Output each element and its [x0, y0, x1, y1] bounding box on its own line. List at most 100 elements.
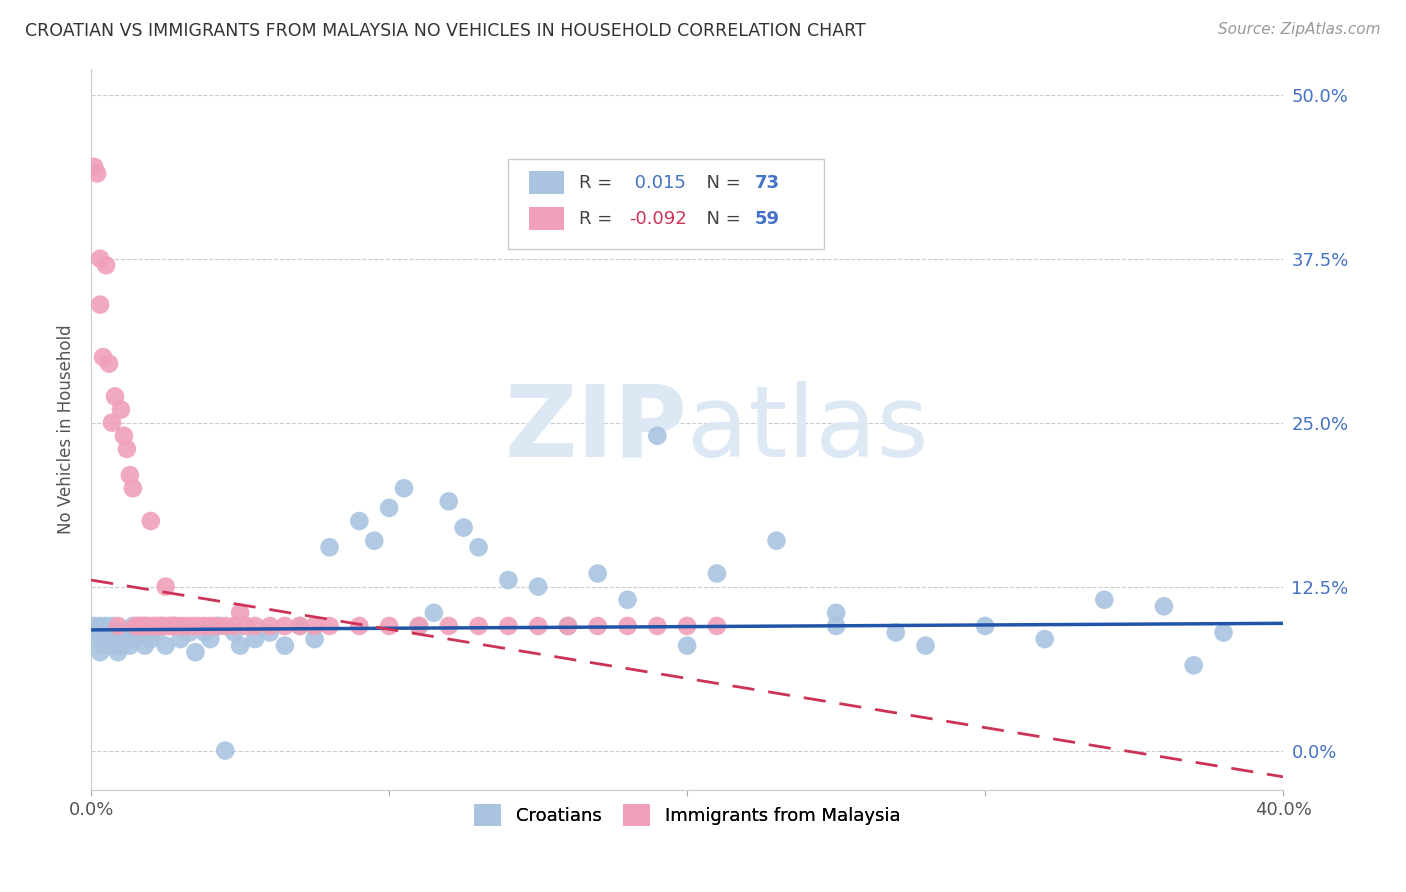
- Point: [169, 619, 191, 633]
- Point: [259, 619, 281, 633]
- Point: [318, 541, 340, 555]
- Point: [676, 639, 699, 653]
- Point: [91, 625, 114, 640]
- Point: [974, 619, 997, 633]
- Point: [94, 632, 117, 646]
- Point: [557, 619, 579, 633]
- Point: [89, 297, 111, 311]
- Point: [136, 619, 159, 633]
- Point: [107, 619, 129, 633]
- Point: [134, 639, 156, 653]
- Bar: [529, 171, 564, 194]
- Text: CROATIAN VS IMMIGRANTS FROM MALAYSIA NO VEHICLES IN HOUSEHOLD CORRELATION CHART: CROATIAN VS IMMIGRANTS FROM MALAYSIA NO …: [25, 22, 866, 40]
- Point: [437, 494, 460, 508]
- Legend: Croatians, Immigrants from Malaysia: Croatians, Immigrants from Malaysia: [465, 795, 910, 835]
- Point: [94, 258, 117, 272]
- Point: [1033, 632, 1056, 646]
- Point: [1153, 599, 1175, 614]
- Point: [152, 619, 174, 633]
- Point: [149, 619, 172, 633]
- Point: [498, 573, 520, 587]
- Point: [229, 606, 252, 620]
- Point: [187, 619, 209, 633]
- Point: [349, 514, 371, 528]
- Text: 0.015: 0.015: [628, 174, 686, 192]
- Text: Source: ZipAtlas.com: Source: ZipAtlas.com: [1218, 22, 1381, 37]
- Point: [193, 625, 215, 640]
- Point: [125, 619, 148, 633]
- Point: [676, 619, 699, 633]
- Point: [243, 619, 266, 633]
- Text: R =: R =: [579, 174, 617, 192]
- Point: [706, 566, 728, 581]
- Point: [200, 619, 222, 633]
- Point: [107, 645, 129, 659]
- Point: [179, 625, 201, 640]
- Point: [437, 619, 460, 633]
- Point: [118, 468, 141, 483]
- FancyBboxPatch shape: [509, 159, 824, 249]
- Point: [155, 639, 177, 653]
- Point: [145, 619, 167, 633]
- Point: [122, 481, 145, 495]
- Point: [98, 639, 121, 653]
- Point: [825, 606, 848, 620]
- Point: [274, 619, 297, 633]
- Point: [1092, 592, 1115, 607]
- Point: [98, 625, 121, 640]
- Point: [408, 619, 430, 633]
- Point: [125, 632, 148, 646]
- Text: -0.092: -0.092: [628, 210, 686, 227]
- Point: [115, 625, 138, 640]
- Point: [200, 632, 222, 646]
- Point: [91, 639, 114, 653]
- Y-axis label: No Vehicles in Household: No Vehicles in Household: [58, 325, 75, 534]
- Point: [134, 619, 156, 633]
- Point: [423, 606, 446, 620]
- Point: [104, 625, 127, 640]
- Text: 59: 59: [755, 210, 780, 227]
- Point: [304, 619, 326, 633]
- Point: [89, 252, 111, 266]
- Point: [208, 619, 231, 633]
- Point: [101, 619, 124, 633]
- Point: [557, 619, 579, 633]
- Point: [91, 350, 114, 364]
- Point: [83, 619, 105, 633]
- Point: [110, 625, 132, 640]
- Point: [86, 632, 108, 646]
- Point: [1182, 658, 1205, 673]
- Point: [288, 619, 311, 633]
- Point: [94, 619, 117, 633]
- Point: [122, 619, 145, 633]
- Text: R =: R =: [579, 210, 617, 227]
- Point: [527, 580, 550, 594]
- Point: [224, 619, 246, 633]
- Point: [318, 619, 340, 633]
- Point: [467, 619, 489, 633]
- Point: [586, 619, 609, 633]
- Bar: [529, 207, 564, 230]
- Point: [139, 514, 162, 528]
- Point: [378, 500, 401, 515]
- Point: [825, 619, 848, 633]
- Point: [115, 442, 138, 456]
- Text: N =: N =: [696, 210, 747, 227]
- Point: [86, 166, 108, 180]
- Point: [163, 619, 186, 633]
- Point: [214, 619, 236, 633]
- Point: [229, 639, 252, 653]
- Point: [104, 639, 127, 653]
- Point: [914, 639, 936, 653]
- Point: [884, 625, 907, 640]
- Point: [193, 619, 215, 633]
- Point: [527, 619, 550, 633]
- Text: atlas: atlas: [688, 381, 929, 478]
- Point: [157, 619, 180, 633]
- Point: [89, 619, 111, 633]
- Point: [118, 639, 141, 653]
- Text: N =: N =: [696, 174, 747, 192]
- Text: ZIP: ZIP: [505, 381, 688, 478]
- Point: [89, 645, 111, 659]
- Point: [224, 625, 246, 640]
